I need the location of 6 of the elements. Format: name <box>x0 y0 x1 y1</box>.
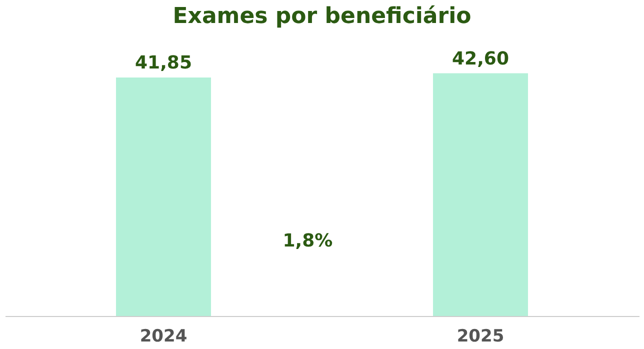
data-label: 42,60 <box>452 48 509 70</box>
data-label: 41,85 <box>135 52 192 74</box>
x-tick-label: 2024 <box>140 326 188 346</box>
chart-title: Exames por beneficiário <box>172 4 472 29</box>
annotation: 1,8% <box>282 230 333 252</box>
x-tick-label: 2025 <box>456 326 504 346</box>
